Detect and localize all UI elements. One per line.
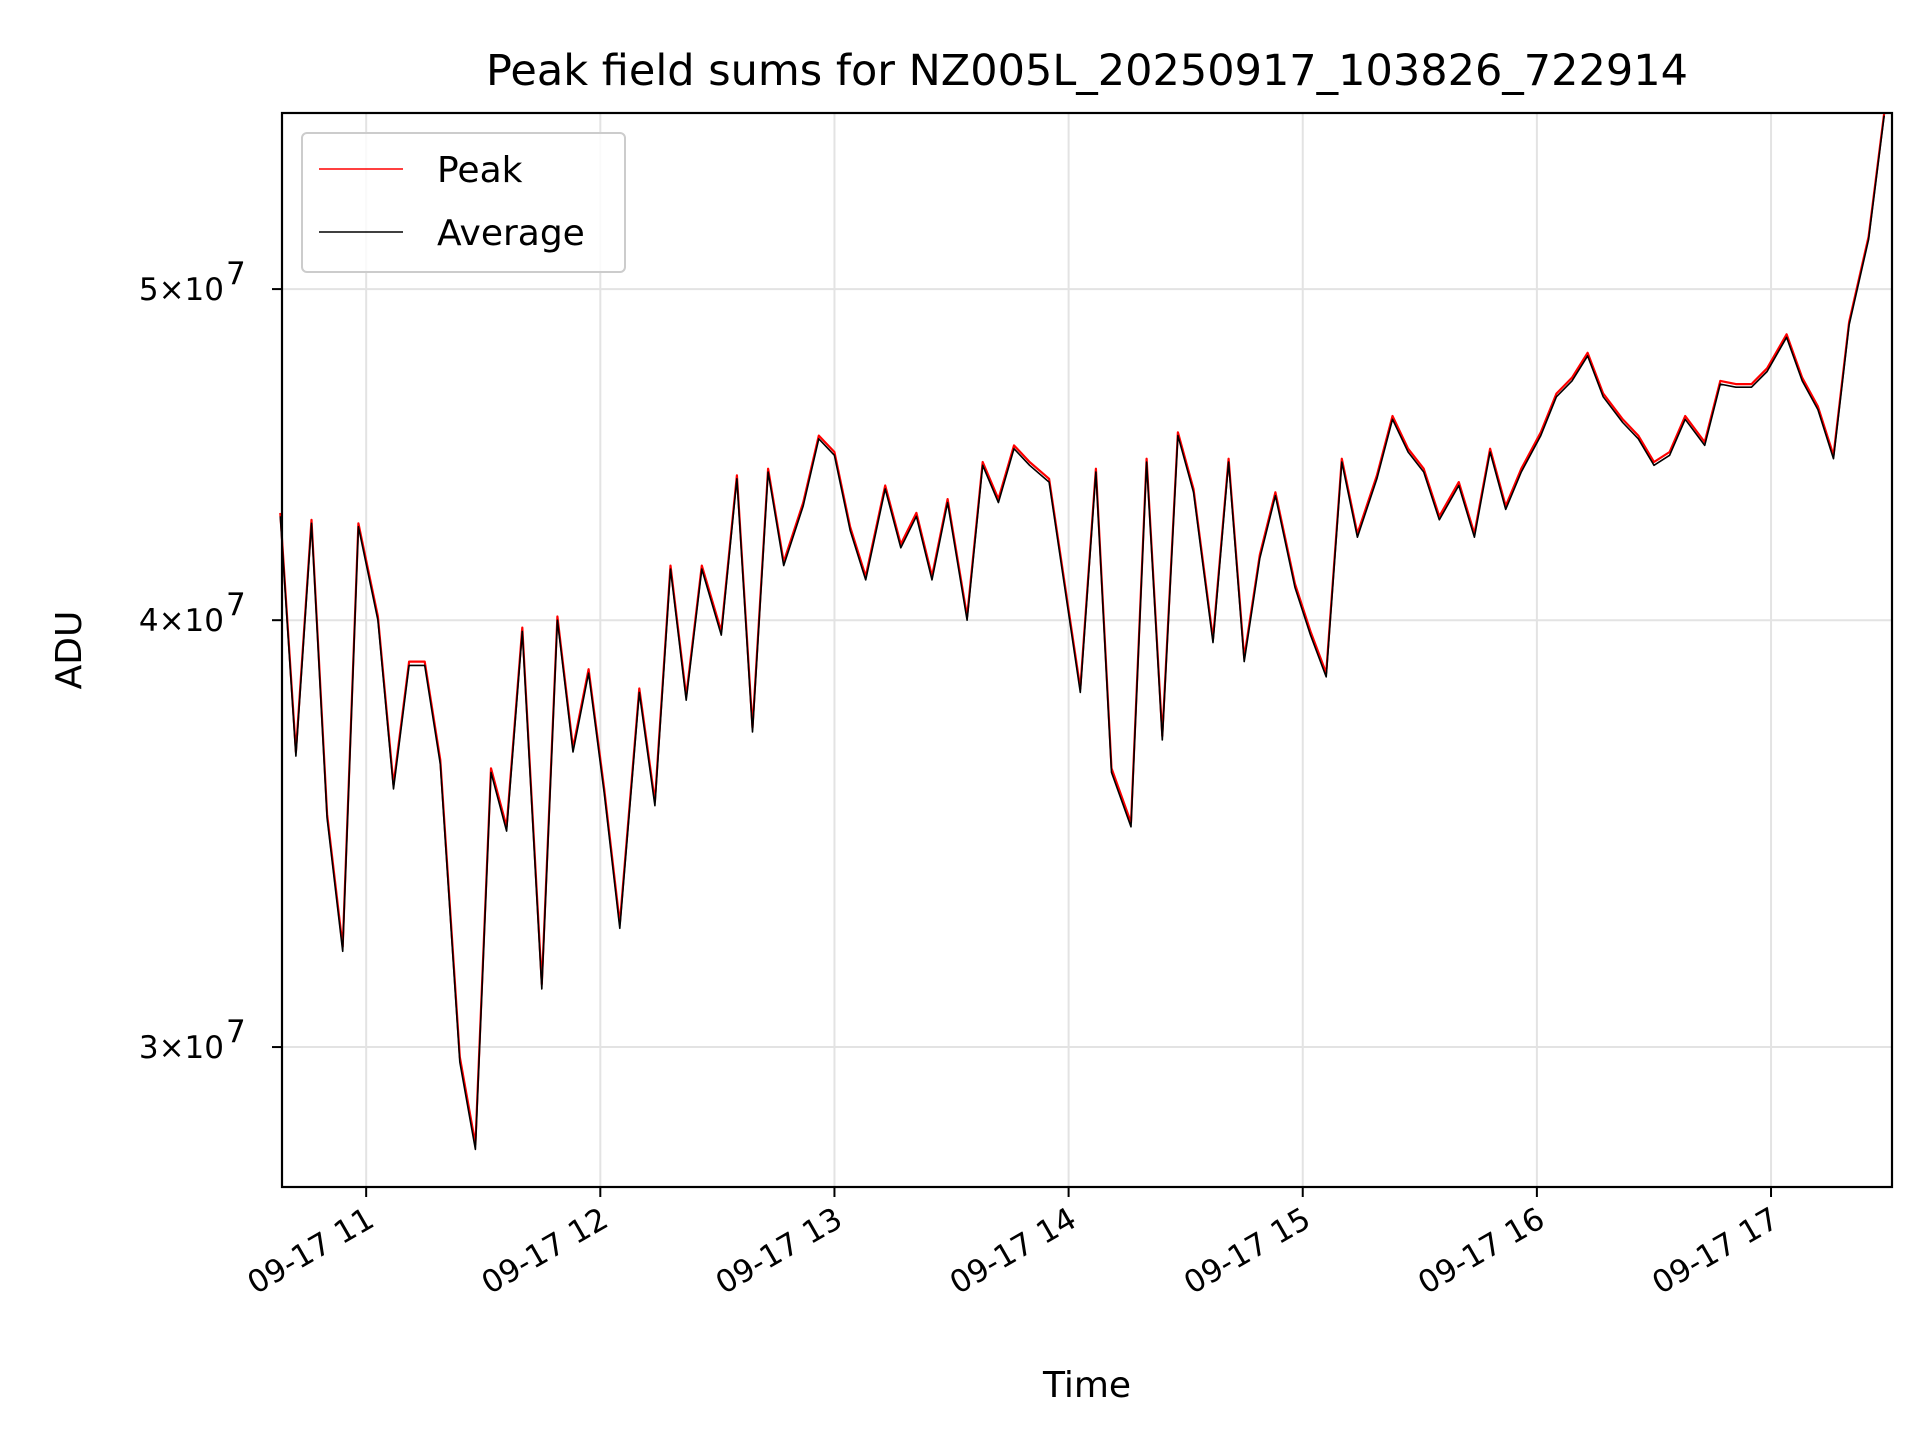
- y-tick-exponent: 7: [226, 1014, 246, 1050]
- series-line-average: [279, 115, 1885, 1151]
- y-axis: 3×10 74×10 75×10 7: [139, 256, 282, 1066]
- y-tick-label: 4×10: [139, 603, 224, 639]
- legend: Peak Average: [301, 132, 626, 273]
- plot-area-background: [282, 113, 1892, 1187]
- legend-box: [301, 132, 626, 273]
- y-tick-label: 5×10: [139, 272, 224, 308]
- y-tick-exponent: 7: [226, 256, 246, 292]
- legend-label-peak: Peak: [437, 150, 523, 191]
- legend-label-average: Average: [437, 213, 585, 254]
- plot-frame: [280, 111, 1894, 1189]
- y-axis-label: ADU: [49, 611, 90, 690]
- y-tick-label: 3×10: [139, 1030, 224, 1066]
- grid: [282, 113, 1892, 1187]
- chart-title: Peak field sums for NZ005L_20250917_1038…: [486, 46, 1688, 96]
- series-lines: [279, 112, 1886, 1151]
- y-tick-exponent: 7: [226, 587, 246, 623]
- x-axis-label: Time: [1042, 1365, 1131, 1406]
